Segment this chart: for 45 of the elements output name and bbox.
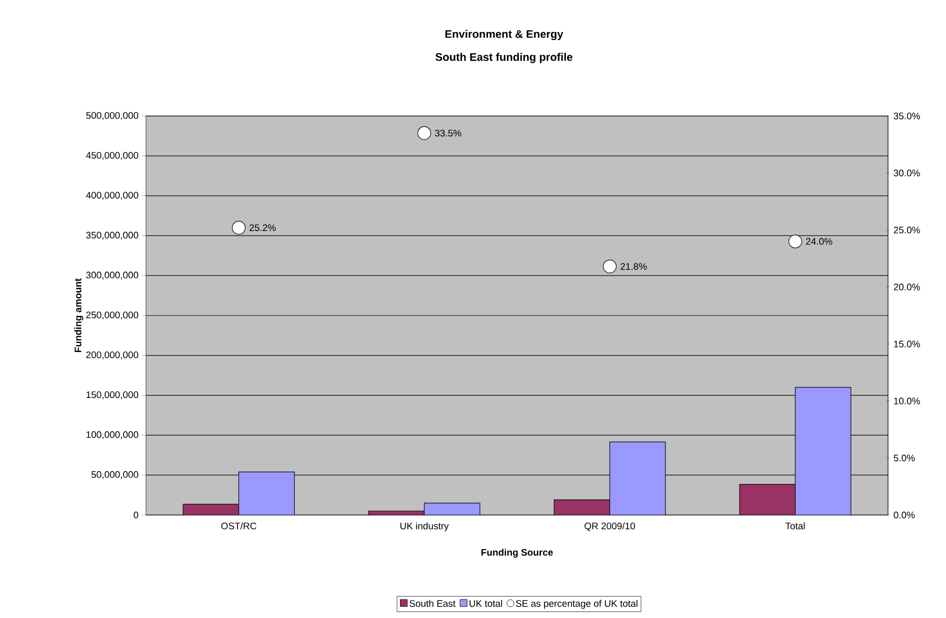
y-tick-label: 300,000,000 xyxy=(86,272,138,280)
data-label: 33.5% xyxy=(434,130,462,136)
x-tick-label: QR 2009/10 xyxy=(584,522,635,532)
legend-label: UK total xyxy=(470,600,502,607)
y-tick-label: 400,000,000 xyxy=(86,192,138,200)
data-label: 21.8% xyxy=(620,263,647,270)
y2-tick-label: 30.0% xyxy=(894,170,920,176)
y-tick-label: 50,000,000 xyxy=(91,471,138,480)
bar xyxy=(238,472,295,515)
point xyxy=(417,126,432,140)
bar xyxy=(794,387,852,515)
y-tick-label: 200,000,000 xyxy=(86,351,138,360)
y-tick-label: 100,000,000 xyxy=(86,431,138,440)
y-tick-label: 150,000,000 xyxy=(86,391,138,400)
y-axis-title: Funding amount xyxy=(74,278,84,352)
chart-title: Environment & Energy xyxy=(445,30,564,40)
y2-tick-label: 20.0% xyxy=(894,284,920,290)
y2-tick-label: 0.0% xyxy=(894,512,915,518)
y2-tick-label: 10.0% xyxy=(894,398,920,404)
point xyxy=(788,234,802,248)
x-tick-label: Total xyxy=(785,522,805,530)
y2-tick-label: 35.0% xyxy=(894,112,920,120)
y-tick-label: 450,000,000 xyxy=(86,152,138,160)
y2-tick-label: 5.0% xyxy=(894,454,915,462)
point xyxy=(602,260,617,274)
x-axis-title: Funding Source xyxy=(481,548,553,558)
y-tick-label: 350,000,000 xyxy=(86,232,138,240)
y2-tick-label: 25.0% xyxy=(894,226,920,234)
legend-label: South East xyxy=(410,600,456,607)
bar xyxy=(739,484,796,515)
x-tick-label: OST/RC xyxy=(221,522,256,530)
bar xyxy=(183,504,239,515)
chart-subtitle: South East funding profile xyxy=(436,52,572,64)
bar xyxy=(424,503,480,515)
y-tick-label: 250,000,000 xyxy=(86,312,138,320)
point xyxy=(232,220,246,235)
data-label: 25.2% xyxy=(250,224,276,232)
y2-tick-label: 15.0% xyxy=(894,340,920,348)
bar xyxy=(609,442,666,515)
bar xyxy=(554,500,610,515)
y-tick-label: 500,000,000 xyxy=(86,112,138,120)
data-label: 24.0% xyxy=(806,238,832,245)
y-tick-label: 0 xyxy=(134,512,138,518)
legend-label: SE as percentage of UK total xyxy=(516,600,638,609)
x-tick-label: UK industry xyxy=(400,522,449,532)
